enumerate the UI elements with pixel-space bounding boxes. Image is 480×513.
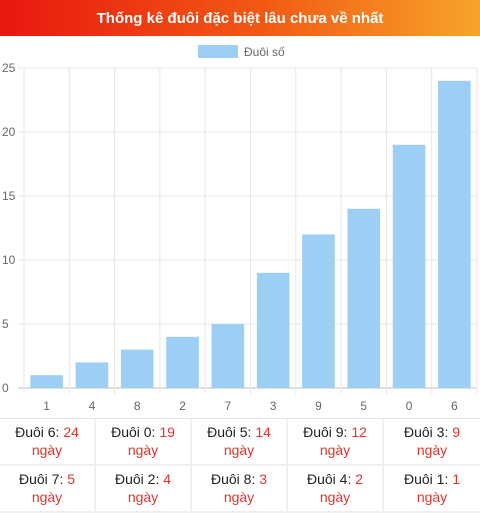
stat-cell: Đuôi 6: 24 ngày bbox=[0, 419, 96, 466]
stat-value: 24 bbox=[63, 424, 79, 440]
legend-label: Đuôi số bbox=[244, 45, 285, 59]
bar[interactable] bbox=[347, 208, 381, 388]
bar[interactable] bbox=[438, 80, 471, 389]
stat-label: Đuôi 4: bbox=[306, 471, 352, 487]
y-tick-label: 25 bbox=[2, 61, 16, 75]
x-tick-label: 7 bbox=[225, 399, 232, 413]
y-tick-label: 0 bbox=[2, 381, 9, 395]
stat-unit: ngày bbox=[416, 442, 448, 458]
y-tick-label: 15 bbox=[2, 189, 16, 203]
stat-cell: Đuôi 1: 1 ngày bbox=[384, 466, 480, 513]
x-tick-label: 1 bbox=[43, 399, 50, 413]
stat-cell: Đuôi 8: 3 ngày bbox=[192, 466, 288, 513]
stat-label: Đuôi 2: bbox=[114, 471, 160, 487]
y-tick-label: 10 bbox=[2, 253, 16, 267]
legend-swatch bbox=[198, 45, 238, 58]
stat-cell: Đuôi 4: 2 ngày bbox=[288, 466, 384, 513]
stat-unit: ngày bbox=[319, 442, 351, 458]
stat-unit: ngày bbox=[319, 489, 351, 505]
bar[interactable] bbox=[302, 234, 335, 388]
y-tick-label: 5 bbox=[2, 317, 9, 331]
stat-label: Đuôi 8: bbox=[210, 471, 256, 487]
stat-unit: ngày bbox=[223, 442, 255, 458]
bar[interactable] bbox=[392, 144, 426, 388]
stat-value: 9 bbox=[452, 424, 461, 440]
stat-unit: ngày bbox=[127, 489, 159, 505]
stat-value: 3 bbox=[259, 471, 268, 487]
stat-label: Đuôi 7: bbox=[18, 471, 64, 487]
bar[interactable] bbox=[211, 324, 245, 388]
stat-value: 12 bbox=[351, 424, 367, 440]
y-axis: 0 5 10 15 20 25 bbox=[2, 61, 16, 395]
x-tick-label: 0 bbox=[406, 399, 413, 413]
stat-unit: ngày bbox=[127, 442, 159, 458]
stat-value: 4 bbox=[163, 471, 172, 487]
bar[interactable] bbox=[256, 272, 290, 388]
chart-title: Thống kê đuôi đặc biệt lâu chưa về nhất bbox=[0, 0, 480, 36]
stat-unit: ngày bbox=[31, 442, 63, 458]
bar[interactable] bbox=[166, 336, 199, 388]
stat-cell: Đuôi 2: 4 ngày bbox=[96, 466, 192, 513]
x-tick-label: 5 bbox=[360, 399, 367, 413]
stat-value: 1 bbox=[452, 471, 461, 487]
bar[interactable] bbox=[30, 375, 63, 388]
bar[interactable] bbox=[75, 362, 109, 388]
x-tick-label: 6 bbox=[451, 399, 458, 413]
stat-value: 2 bbox=[355, 471, 364, 487]
stat-value: 14 bbox=[255, 424, 271, 440]
x-tick-label: 8 bbox=[134, 399, 141, 413]
stat-value: 19 bbox=[159, 424, 175, 440]
stat-value: 5 bbox=[67, 471, 76, 487]
stat-cell: Đuôi 0: 19 ngày bbox=[96, 419, 192, 466]
stat-unit: ngày bbox=[31, 489, 63, 505]
legend[interactable]: Đuôi số bbox=[198, 45, 285, 59]
stat-label: Đuôi 1: bbox=[403, 471, 449, 487]
stat-unit: ngày bbox=[223, 489, 255, 505]
stat-label: Đuôi 3: bbox=[403, 424, 449, 440]
x-tick-label: 3 bbox=[270, 399, 277, 413]
x-tick-label: 9 bbox=[315, 399, 322, 413]
stat-label: Đuôi 6: bbox=[15, 424, 60, 440]
x-tick-label: 4 bbox=[89, 399, 96, 413]
stat-cell: Đuôi 9: 12 ngày bbox=[288, 419, 384, 466]
bar[interactable] bbox=[120, 349, 154, 388]
x-tick-label: 2 bbox=[179, 399, 186, 413]
stat-cell: Đuôi 3: 9 ngày bbox=[384, 419, 480, 466]
grid bbox=[18, 67, 478, 394]
stat-label: Đuôi 0: bbox=[111, 424, 156, 440]
bars bbox=[30, 80, 471, 389]
stat-cell: Đuôi 5: 14 ngày bbox=[192, 419, 288, 466]
stats-grid: Đuôi 6: 24 ngày Đuôi 0: 19 ngày Đuôi 5: 14 ng… bbox=[0, 418, 480, 513]
stat-cell: Đuôi 7: 5 ngày bbox=[0, 466, 96, 513]
stat-unit: ngày bbox=[416, 489, 448, 505]
stat-label: Đuôi 5: bbox=[207, 424, 252, 440]
y-tick-label: 20 bbox=[2, 125, 16, 139]
stat-label: Đuôi 9: bbox=[303, 424, 348, 440]
